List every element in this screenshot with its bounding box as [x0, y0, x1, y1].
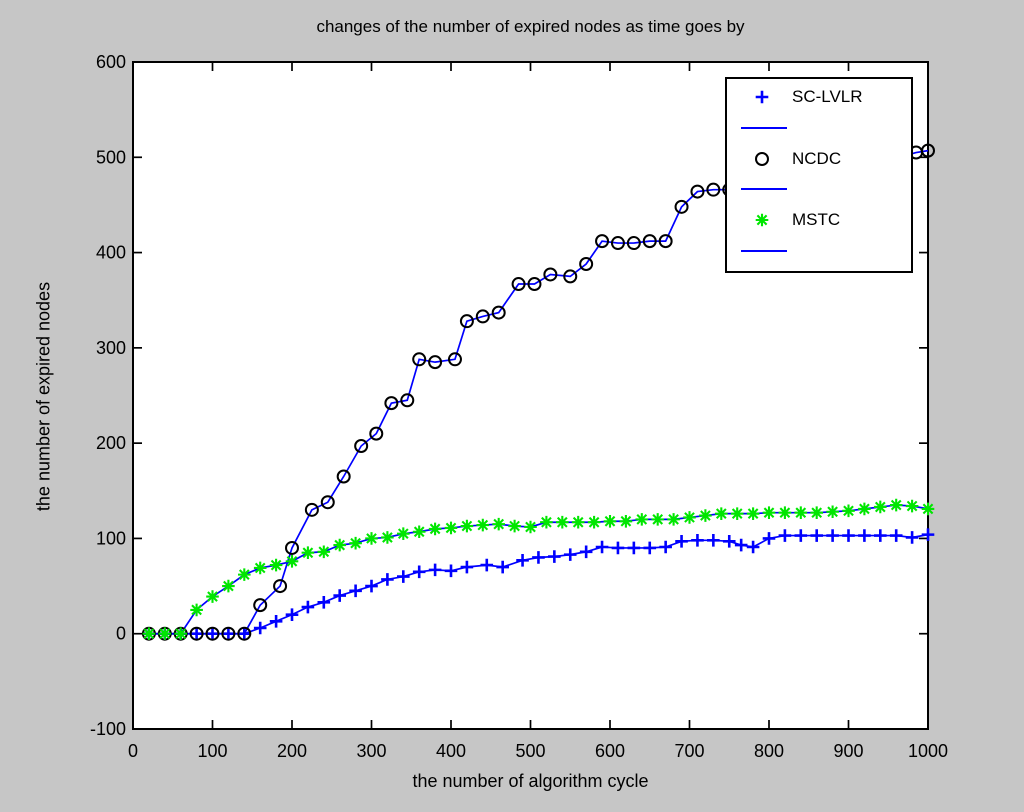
line-sample-icon: [741, 249, 787, 252]
line-sample-icon: [741, 126, 787, 129]
y-tick-label: 0: [116, 624, 126, 644]
legend-line-sample: [727, 178, 911, 200]
y-tick-label: 200: [96, 433, 126, 453]
legend-line-sample: [727, 117, 911, 139]
x-tick-labels: 0 100 200 300 400 500 600 700 800 900 1000: [128, 741, 948, 761]
axis-ticks: [132, 61, 929, 730]
y-tick-label: 400: [96, 243, 126, 263]
x-tick-label: 900: [833, 741, 863, 761]
series-markers-sc-lvlr: [142, 528, 935, 641]
legend-label: NCDC: [792, 148, 842, 168]
legend-box: SC-LVLR NCDC MSTC: [725, 77, 913, 273]
y-tick-label: -100: [90, 719, 126, 739]
x-tick-label: 500: [515, 741, 545, 761]
legend-line-sample: [727, 240, 911, 262]
legend-entry-sc-lvlr: SC-LVLR: [727, 86, 911, 108]
x-tick-label: 800: [754, 741, 784, 761]
y-tick-label: 500: [96, 147, 126, 167]
x-tick-label: 300: [356, 741, 386, 761]
x-tick-label: 200: [277, 741, 307, 761]
legend-label: SC-LVLR: [792, 87, 863, 106]
legend-entry-ncdc: NCDC: [727, 148, 911, 170]
legend-label: MSTC: [792, 210, 841, 230]
x-tick-label: 1000: [908, 741, 948, 761]
x-tick-label: 400: [436, 741, 466, 761]
circle-icon: [755, 151, 769, 166]
series-markers-mstc: [142, 498, 935, 641]
y-tick-labels: -100 0 100 200 300 400 500 600: [90, 52, 126, 739]
x-axis-label: the number of algorithm cycle: [412, 771, 649, 791]
plus-icon: [755, 90, 769, 104]
chart-title: changes of the number of expired nodes a…: [316, 17, 745, 36]
line-sample-icon: [741, 188, 787, 191]
y-tick-label: 100: [96, 528, 126, 548]
x-tick-label: 700: [674, 741, 704, 761]
x-tick-label: 0: [128, 741, 138, 761]
y-tick-label: 600: [96, 52, 126, 72]
x-tick-label: 600: [595, 741, 625, 761]
x-tick-label: 100: [197, 741, 227, 761]
asterisk-icon: [755, 213, 769, 227]
y-tick-label: 300: [96, 338, 126, 358]
legend-entry-mstc: MSTC: [727, 209, 911, 231]
